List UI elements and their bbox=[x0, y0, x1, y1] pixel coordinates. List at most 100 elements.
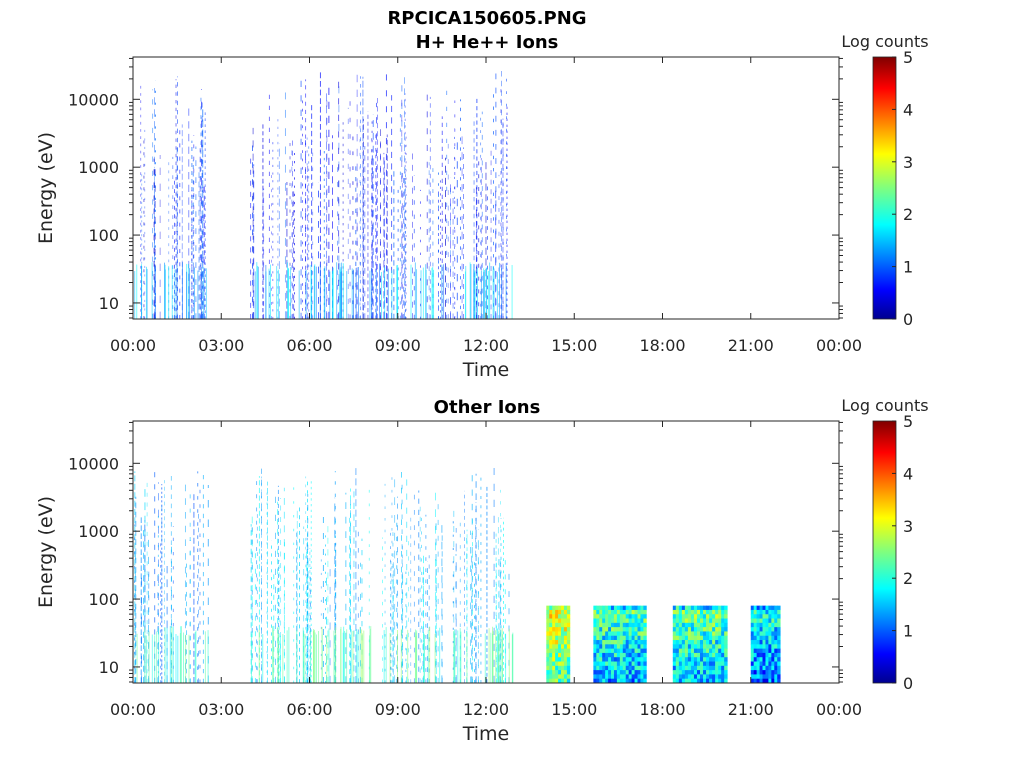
spectrogram-cell bbox=[672, 614, 677, 619]
spectrogram-cell bbox=[681, 627, 686, 632]
spectrogram-cell bbox=[715, 640, 719, 645]
spectrogram-cell bbox=[613, 631, 618, 637]
spectrogram-cell bbox=[756, 661, 760, 667]
spectrogram-cell bbox=[718, 609, 722, 615]
spectrogram-cell bbox=[546, 635, 550, 641]
spectrogram-cell bbox=[709, 648, 713, 654]
spectrogram-cell bbox=[561, 605, 565, 611]
spectrogram-cell bbox=[611, 674, 615, 680]
spectrogram-cell bbox=[690, 614, 695, 619]
spectrogram-cell bbox=[690, 678, 695, 683]
spectrogram-cell bbox=[616, 678, 621, 683]
spectrogram-cell bbox=[672, 609, 677, 615]
spectrogram-cell bbox=[706, 627, 710, 632]
spectrogram-cell bbox=[715, 627, 719, 632]
x-tick-label: 18:00 bbox=[639, 700, 685, 719]
spectrogram-cell bbox=[700, 670, 704, 675]
spectrogram-cell bbox=[599, 640, 603, 645]
spectrogram-cell bbox=[611, 635, 615, 641]
spectrogram-cell bbox=[596, 605, 600, 611]
spectrogram-cell bbox=[774, 627, 778, 632]
spectrogram-cell bbox=[546, 661, 550, 667]
spectrogram-cell bbox=[718, 614, 722, 619]
y-axis: 10 100 1000 10000 bbox=[68, 421, 843, 683]
spectrogram-cell bbox=[605, 635, 609, 641]
spectrogram-cell bbox=[643, 631, 647, 637]
spectrogram-cell bbox=[593, 640, 597, 645]
spectrogram-cell bbox=[622, 661, 627, 667]
spectrogram-cell bbox=[703, 614, 707, 619]
spectrogram-cell bbox=[765, 635, 769, 641]
spectrogram-cell bbox=[756, 622, 760, 628]
spectrogram-cell bbox=[566, 627, 571, 632]
spectrogram-cell bbox=[566, 665, 571, 671]
spectrogram-cell bbox=[678, 609, 683, 615]
spectrogram-cell bbox=[693, 670, 698, 675]
spectrogram-cell bbox=[703, 627, 707, 632]
spectrogram-cell bbox=[721, 635, 725, 641]
spectrogram-cell bbox=[549, 614, 553, 619]
spectrogram-cell bbox=[605, 648, 609, 654]
spectrogram-cell bbox=[611, 652, 615, 658]
spectrogram-cell bbox=[721, 652, 725, 658]
spectrogram-cell bbox=[634, 627, 638, 632]
spectrogram-cell bbox=[602, 605, 606, 611]
spectrogram-cell bbox=[684, 670, 689, 675]
spectrogram-cell bbox=[678, 670, 683, 675]
spectrogram-cell bbox=[611, 614, 615, 619]
spectrogram-cell bbox=[706, 635, 710, 641]
spectrogram-cell bbox=[696, 614, 701, 619]
spectrogram-cell bbox=[706, 674, 710, 680]
spectrogram-cell bbox=[552, 618, 556, 624]
colorbar-tick-label: 5 bbox=[903, 48, 913, 67]
spectrogram-cell bbox=[634, 652, 638, 658]
spectrogram-cell bbox=[643, 640, 647, 645]
spectrogram-cell bbox=[724, 622, 728, 628]
spectrogram-cell bbox=[622, 627, 627, 632]
spectrogram-cell bbox=[756, 644, 760, 650]
spectrogram-cell bbox=[768, 614, 772, 619]
spectrogram-cell bbox=[771, 657, 775, 662]
spectrogram-cell bbox=[622, 644, 627, 650]
spectrogram-cell bbox=[703, 648, 707, 654]
colorbar-tick-label: 1 bbox=[903, 622, 913, 641]
spectrogram-cell bbox=[634, 644, 638, 650]
spectrogram-cell bbox=[709, 678, 713, 683]
spectrogram-cell bbox=[613, 609, 618, 615]
spectrogram-cell bbox=[681, 635, 686, 641]
spectrogram-cell bbox=[765, 652, 769, 658]
spectrogram-cell bbox=[552, 670, 556, 675]
spectrogram-cell bbox=[619, 670, 624, 675]
colorbar: Log counts 0 1 2 3 4 5 bbox=[841, 32, 928, 329]
spectrogram-cell bbox=[777, 618, 781, 624]
spectrogram-cell bbox=[777, 665, 781, 671]
spectrogram-cell bbox=[555, 670, 559, 675]
spectrogram-cell bbox=[774, 635, 778, 641]
spectrogram-cell bbox=[549, 661, 553, 667]
spectrogram-cell bbox=[675, 652, 680, 658]
spectrogram-cell bbox=[593, 665, 597, 671]
spectrogram-cell bbox=[750, 657, 755, 662]
spectrogram-cell bbox=[762, 627, 766, 632]
spectrogram-cell bbox=[712, 678, 716, 683]
spectrogram-cell bbox=[605, 670, 609, 675]
spectrogram-cell bbox=[687, 670, 692, 675]
spectrogram-cell bbox=[552, 657, 556, 662]
spectrogram-cell bbox=[771, 627, 775, 632]
spectrogram-cell bbox=[637, 605, 641, 611]
spectrogram-cell bbox=[563, 648, 568, 654]
spectrogram-cell bbox=[690, 631, 695, 637]
spectrogram-cell bbox=[552, 665, 556, 671]
spectrogram-cell bbox=[631, 614, 635, 619]
spectrogram-cell bbox=[684, 648, 689, 654]
spectrogram-cell bbox=[634, 614, 638, 619]
spectrogram-cell bbox=[619, 652, 624, 658]
spectrogram-cell bbox=[681, 661, 686, 667]
x-tick-label: 03:00 bbox=[198, 336, 244, 355]
spectrogram-cell bbox=[765, 670, 769, 675]
spectrogram-cell bbox=[675, 640, 680, 645]
spectrogram-cell bbox=[696, 665, 701, 671]
spectrogram-cell bbox=[637, 657, 641, 662]
spectrogram-cell bbox=[596, 670, 600, 675]
spectrogram-cell bbox=[596, 678, 600, 683]
